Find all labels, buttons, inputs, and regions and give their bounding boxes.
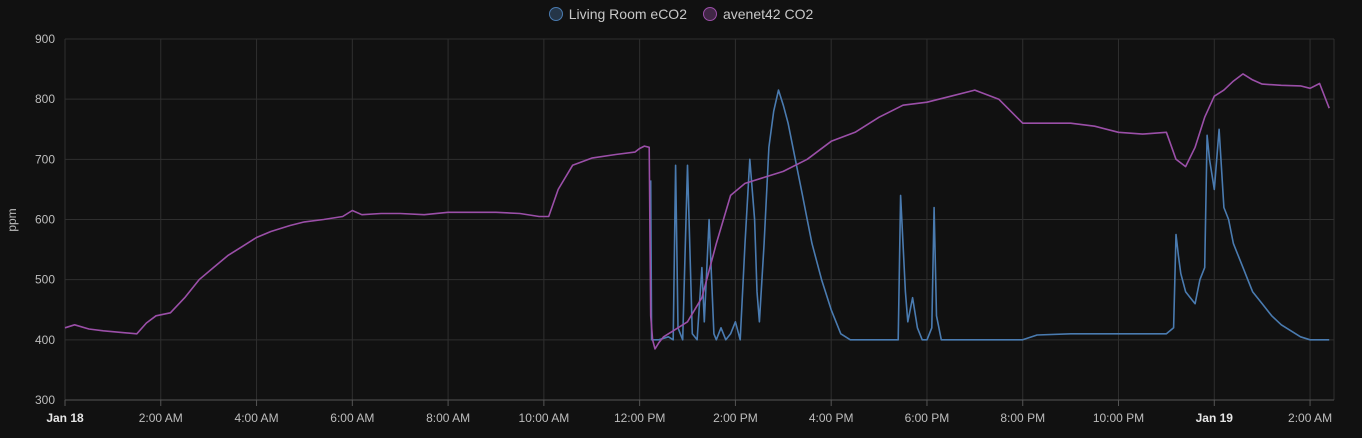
x-tick-label: 12:00 PM xyxy=(614,411,665,425)
x-tick-label: Jan 19 xyxy=(1196,411,1234,425)
series-line-1 xyxy=(64,73,1330,350)
chart-series xyxy=(64,73,1330,350)
series-line-0 xyxy=(649,89,1330,341)
x-tick-label: 2:00 PM xyxy=(713,411,758,425)
legend-swatch-series-1 xyxy=(702,7,717,21)
y-tick-label: 600 xyxy=(35,213,55,227)
legend-item-series-1[interactable]: avenet42 CO2 xyxy=(702,6,814,22)
y-tick-label: 700 xyxy=(35,152,55,166)
x-tick-label: 2:00 AM xyxy=(139,411,183,425)
legend-label-series-1: avenet42 CO2 xyxy=(722,6,814,22)
y-axis-ticks: 300 400 500 600 700 800 900 xyxy=(35,32,55,407)
chart-legend: Living Room eCO2 avenet42 CO2 xyxy=(0,6,1362,22)
y-tick-label: 800 xyxy=(35,92,55,106)
y-tick-label: 300 xyxy=(35,393,55,407)
x-tick-label: 4:00 AM xyxy=(235,411,279,425)
y-tick-label: 500 xyxy=(35,273,55,287)
x-tick-label: 8:00 AM xyxy=(426,411,470,425)
x-tick-label: 10:00 PM xyxy=(1093,411,1144,425)
x-tick-label: 10:00 AM xyxy=(519,411,570,425)
x-tick-label: 6:00 PM xyxy=(905,411,950,425)
x-tick-label: Jan 18 xyxy=(46,411,84,425)
legend-swatch-series-0 xyxy=(548,7,563,21)
y-tick-label: 400 xyxy=(35,333,55,347)
chart-grid xyxy=(64,38,1335,406)
x-tick-label: 6:00 AM xyxy=(330,411,374,425)
legend-label-series-0: Living Room eCO2 xyxy=(568,6,687,22)
x-tick-label: 4:00 PM xyxy=(809,411,854,425)
x-tick-label: 2:00 AM xyxy=(1288,411,1332,425)
legend-item-series-0[interactable]: Living Room eCO2 xyxy=(548,6,687,22)
x-axis-ticks: Jan 18 2:00 AM 4:00 AM 6:00 AM 8:00 AM 10:00 … xyxy=(46,411,1332,425)
x-tick-label: 8:00 PM xyxy=(1000,411,1045,425)
y-tick-label: 900 xyxy=(35,32,55,46)
